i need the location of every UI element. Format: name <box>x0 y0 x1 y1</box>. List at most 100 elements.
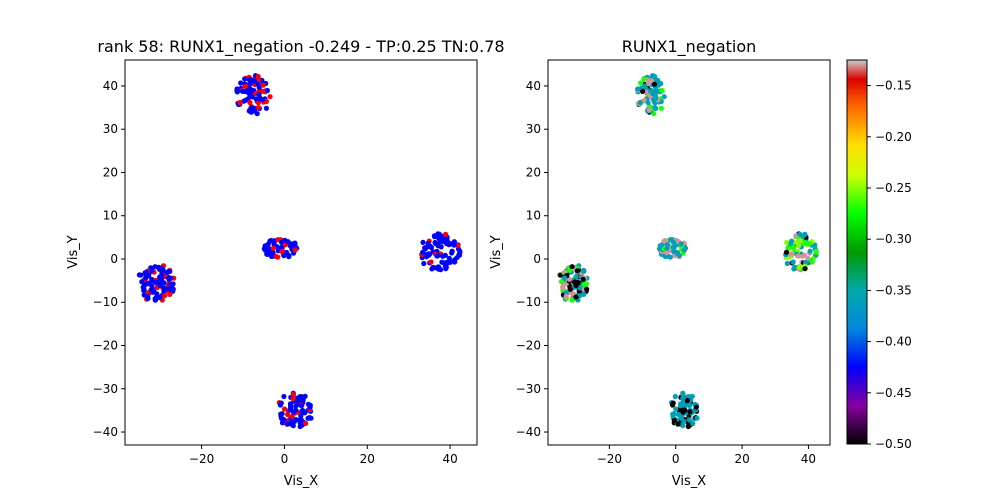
y-tick-label: 20 <box>526 165 541 179</box>
scatter-point <box>248 107 255 113</box>
scatter-point <box>641 76 647 82</box>
scatter-point <box>246 77 252 83</box>
scatter-point <box>254 111 260 117</box>
right-x-axis-label: Vis_X <box>672 474 706 489</box>
colorbar-tick-label: −0.15 <box>875 79 912 93</box>
scatter-point <box>278 411 284 417</box>
scatter-point <box>166 286 172 292</box>
scatter-point <box>425 240 431 246</box>
scatter-point <box>658 105 664 111</box>
colorbar-tick-label: −0.20 <box>875 130 912 144</box>
colorbar-tick-label: −0.30 <box>875 232 912 246</box>
scatter-point <box>269 238 275 244</box>
colorbar-tick-label: −0.45 <box>875 386 912 400</box>
scatter-point <box>255 100 261 106</box>
scatter-point <box>783 249 790 255</box>
scatter-point <box>581 268 587 274</box>
scatter-point <box>270 250 276 256</box>
scatter-point <box>297 423 303 430</box>
x-tick-label: 20 <box>360 452 375 466</box>
scatter-point <box>296 397 302 404</box>
y-tick-label: 20 <box>103 165 118 179</box>
scatter-point <box>281 406 288 412</box>
scatter-point <box>242 97 248 103</box>
scatter-point <box>263 105 269 111</box>
scatter-point <box>680 409 686 415</box>
y-tick-label: 40 <box>526 79 541 93</box>
scatter-point <box>653 95 659 101</box>
scatter-point <box>138 272 144 278</box>
scatter-point <box>444 241 450 247</box>
scatter-point <box>637 99 643 106</box>
scatter-point <box>806 241 812 247</box>
colorbar-tick-label: −0.40 <box>875 335 912 349</box>
colorbar-tick-label: −0.50 <box>875 437 912 451</box>
scatter-point <box>234 86 240 92</box>
scatter-point <box>670 400 676 406</box>
scatter-point <box>157 274 163 280</box>
scatter-point <box>670 239 677 245</box>
left-points-layer <box>136 73 463 430</box>
scatter-point <box>290 391 297 397</box>
scatter-point <box>143 275 149 281</box>
scatter-point <box>436 231 442 237</box>
x-tick-label: −20 <box>189 452 214 466</box>
scatter-point <box>452 257 458 263</box>
scatter-point <box>255 105 261 111</box>
scatter-point <box>642 83 648 89</box>
y-tick-label: −20 <box>93 339 118 353</box>
scatter-point <box>664 250 670 256</box>
scatter-point <box>434 253 440 259</box>
scatter-point <box>569 264 575 270</box>
scatter-point <box>303 420 309 426</box>
scatter-point <box>238 80 244 86</box>
scatter-point <box>785 245 791 251</box>
scatter-point <box>558 279 565 285</box>
scatter-point <box>457 249 463 255</box>
scatter-point <box>567 286 573 292</box>
scatter-point <box>247 99 253 106</box>
scatter-point <box>264 87 270 94</box>
scatter-point <box>159 268 165 274</box>
scatter-point <box>635 86 641 92</box>
y-tick-label: −10 <box>516 295 541 309</box>
scatter-point <box>170 286 176 292</box>
scatter-point <box>680 423 686 429</box>
scatter-point <box>256 95 262 101</box>
scatter-point <box>583 281 590 287</box>
scatter-point <box>292 247 298 253</box>
scatter-point <box>577 285 583 291</box>
right-chart-title: RUNX1_negation <box>622 37 757 57</box>
scatter-point <box>675 421 681 427</box>
scatter-point <box>690 420 696 426</box>
scatter-point <box>421 260 427 267</box>
scatter-point <box>788 251 794 257</box>
scatter-point <box>680 396 686 402</box>
scatter-point <box>430 264 436 270</box>
scatter-point <box>813 249 819 255</box>
scatter-point <box>681 247 687 253</box>
scatter-point <box>167 291 173 297</box>
left-axis-ticks: −20 0 20 40 −40 −30 −20 −10 0 10 20 30 40 <box>93 79 458 466</box>
scatter-point <box>290 423 296 429</box>
scatter-point <box>802 231 808 237</box>
scatter-point <box>671 249 677 255</box>
scatter-point <box>693 404 699 410</box>
scatter-point <box>308 415 314 421</box>
y-tick-label: −40 <box>516 425 541 439</box>
scatter-point <box>672 393 678 400</box>
scatter-point <box>581 291 587 297</box>
x-tick-label: 40 <box>442 452 457 466</box>
scatter-point <box>259 88 266 94</box>
scatter-point <box>694 415 700 421</box>
right-axes-frame <box>547 59 831 446</box>
scatter-point <box>428 245 435 251</box>
scatter-point <box>280 417 286 424</box>
y-tick-label: −20 <box>516 339 541 353</box>
scatter-point <box>652 105 658 111</box>
scatter-point <box>263 98 269 105</box>
scatter-point <box>290 396 296 402</box>
scatter-point <box>563 294 569 300</box>
scatter-point <box>298 417 304 423</box>
scatter-point <box>166 276 172 282</box>
